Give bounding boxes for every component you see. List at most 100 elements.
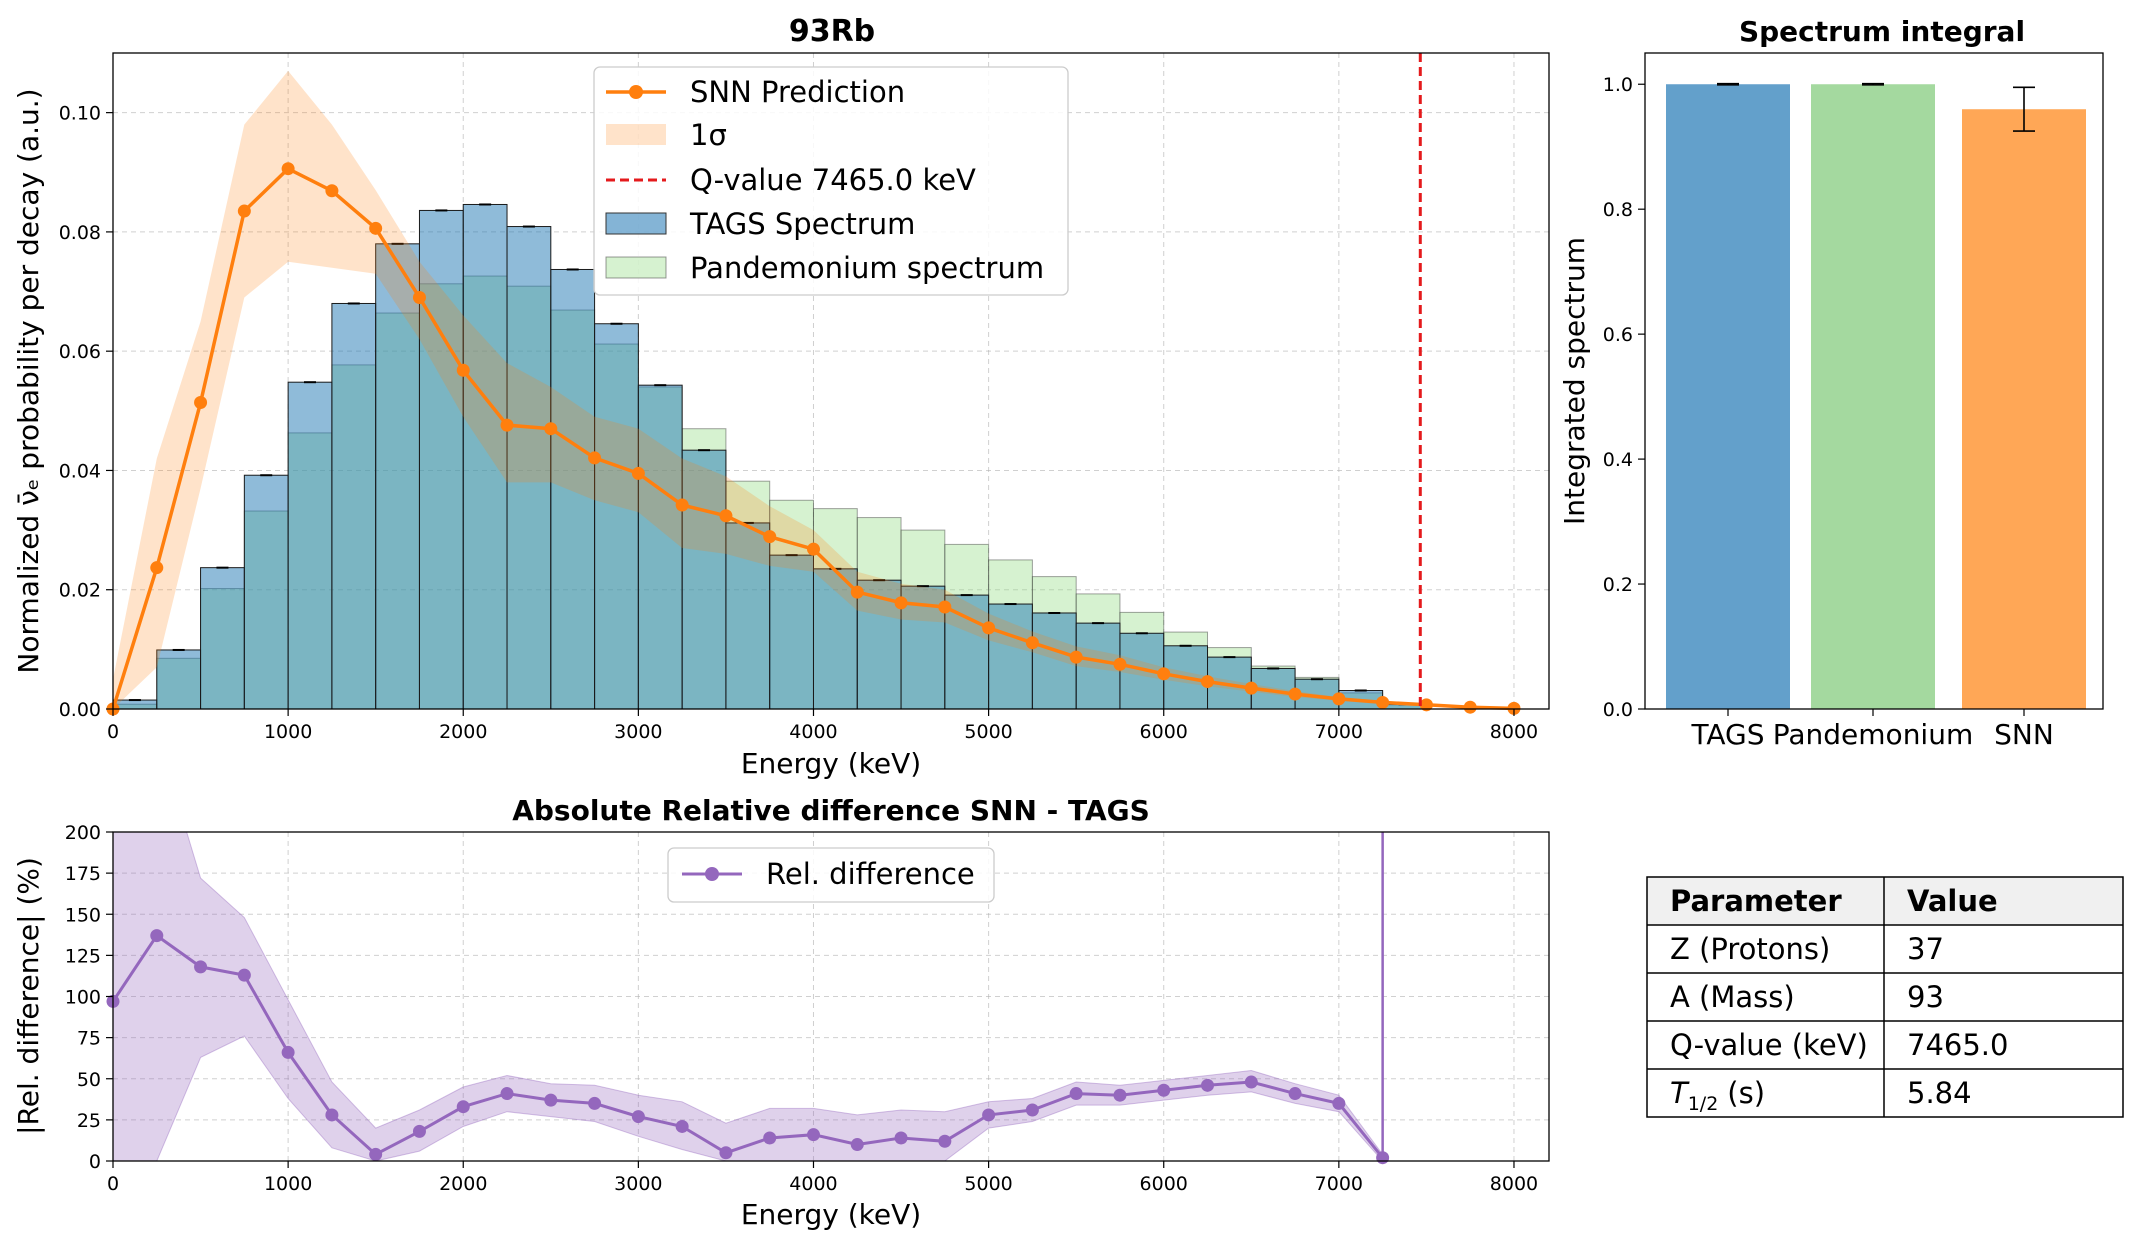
main-y-ticks: 0.00 0.02 0.04 0.06 0.08 0.10 (59, 103, 113, 721)
integral-bars (1666, 84, 2086, 709)
table-cell-param: A (Mass) (1670, 980, 1795, 1014)
reldiff-x-tick-label: 5000 (964, 1173, 1012, 1195)
snn-prediction-point (1157, 667, 1171, 681)
tags-bar (506, 226, 552, 710)
reldiff-x-ticks: 0 1000 2000 3000 4000 5000 6000 7000 8000 (107, 1161, 1538, 1195)
reldiff-point (1113, 1088, 1127, 1102)
reldiff-y-tick-label: 200 (65, 822, 101, 844)
reldiff-point (894, 1131, 908, 1145)
legend-snn-marker-icon (629, 85, 643, 99)
reldiff-x-tick-label: 4000 (789, 1173, 837, 1195)
legend-pandemonium-patch-icon (605, 256, 667, 279)
integral-y-label: Integrated spectrum (1558, 237, 1591, 525)
main-chart: 93Rb 0 1000 2000 3000 4000 5000 6000 7000 8000 0… (12, 14, 1550, 780)
legend-reldiff-marker-icon (705, 867, 719, 881)
reldiff-point (1157, 1083, 1171, 1097)
snn-prediction-point (1244, 681, 1258, 695)
legend-tags-label: TAGS Spectrum (689, 207, 915, 241)
integral-x-tick-label: SNN (1994, 718, 2054, 751)
integral-y-tick-label: 1.0 (1603, 74, 1633, 96)
main-y-tick-label: 0.08 (59, 222, 101, 244)
main-y-label: Normalized ν̄ₑ probability per decay (a.… (12, 88, 45, 673)
integral-bar-pandemonium (1811, 84, 1935, 709)
reldiff-line (106, 832, 1390, 1165)
reldiff-y-tick-label: 175 (65, 863, 101, 885)
main-x-tick-label: 8000 (1490, 721, 1538, 743)
reldiff-x-tick-label: 2000 (439, 1173, 487, 1195)
snn-prediction-point (675, 498, 689, 512)
reldiff-point (412, 1124, 426, 1138)
main-y-tick-label: 0.02 (59, 580, 101, 602)
main-legend-box (593, 66, 1069, 296)
snn-prediction-point (456, 363, 470, 377)
snn-prediction-point (412, 291, 426, 305)
main-x-tick-label: 3000 (614, 721, 662, 743)
tags-bar (200, 567, 245, 710)
reldiff-y-label: |Rel. difference| (%) (12, 857, 45, 1135)
table-cell-param: Z (Protons) (1670, 932, 1830, 966)
reldiff-band (113, 832, 1384, 1161)
integral-bar-tags (1666, 84, 1790, 709)
snn-prediction-point (1463, 700, 1477, 714)
snn-prediction-point (1288, 687, 1302, 701)
reldiff-point (369, 1147, 383, 1161)
main-y-tick-label: 0.10 (59, 103, 101, 125)
integral-y-tick-label: 0.2 (1603, 574, 1633, 596)
integral-x-tick-label: TAGS (1690, 718, 1764, 751)
table-cell-param-halflife: T1/2 (s) (1670, 1076, 1765, 1115)
halflife-symbol: T (1670, 1076, 1690, 1110)
reldiff-x-tick-label: 8000 (1490, 1173, 1538, 1195)
reldiff-y-tick-label: 0 (89, 1151, 101, 1173)
table-cell-value: 7465.0 (1907, 1028, 2008, 1062)
snn-prediction-point (982, 621, 996, 635)
reldiff-point (631, 1110, 645, 1124)
table-frame (1646, 876, 2124, 1118)
integral-errorbars (1717, 82, 2035, 132)
reldiff-legend: Rel. difference (667, 847, 995, 903)
tags-bar (462, 203, 508, 710)
snn-sigma-band-area (113, 70, 1514, 709)
reldiff-y-tick-label: 150 (65, 904, 101, 926)
reldiff-point (763, 1131, 777, 1145)
reldiff-point (150, 929, 164, 943)
reldiff-y-tick-label: 75 (77, 1028, 101, 1050)
reldiff-y-tick-label: 50 (77, 1069, 101, 1091)
reldiff-point (1025, 1103, 1039, 1117)
snn-prediction-point (369, 221, 383, 235)
snn-prediction-point (1113, 657, 1127, 671)
tags-bar (769, 554, 814, 710)
reldiff-point (675, 1119, 689, 1133)
halflife-subscript: 1/2 (1688, 1093, 1719, 1115)
snn-prediction-point (763, 530, 777, 544)
main-y-tick-label: 0.00 (59, 699, 101, 721)
reldiff-x-tick-label: 6000 (1140, 1173, 1188, 1195)
table-cell-value: 37 (1907, 932, 1944, 966)
reldiff-x-tick-label: 0 (107, 1173, 119, 1195)
integral-chart-title: Spectrum integral (1739, 15, 2025, 48)
legend-reldiff-label: Rel. difference (766, 857, 975, 891)
snn-prediction-point (806, 542, 820, 556)
reldiff-point (1201, 1078, 1215, 1092)
reldiff-point (1069, 1087, 1083, 1101)
reldiff-chart-title: Absolute Relative difference SNN - TAGS (512, 794, 1150, 827)
halflife-unit: (s) (1727, 1076, 1765, 1110)
snn-prediction-point (544, 422, 558, 436)
reldiff-x-tick-label: 3000 (614, 1173, 662, 1195)
integral-x-tick-label: Pandemonium (1773, 718, 1973, 751)
tags-bar (988, 603, 1033, 710)
reldiff-legend-box (667, 847, 995, 903)
main-x-label: Energy (keV) (741, 747, 921, 780)
integral-y-tick-label: 0.4 (1603, 449, 1633, 471)
tags-bar (375, 243, 420, 710)
integral-y-tick-label: 0.0 (1603, 699, 1633, 721)
tags-bars (112, 203, 1427, 710)
reldiff-point (281, 1045, 295, 1059)
integral-bar-snn (1962, 109, 2086, 709)
main-axes-frame (112, 52, 1550, 710)
reldiff-x-tick-label: 7000 (1315, 1173, 1363, 1195)
reldiff-point (1288, 1087, 1302, 1101)
table-header-value: Value (1907, 884, 1998, 918)
legend-tags-patch-icon (605, 212, 667, 235)
snn-prediction-point (850, 585, 864, 599)
main-x-tick-label: 5000 (964, 721, 1012, 743)
